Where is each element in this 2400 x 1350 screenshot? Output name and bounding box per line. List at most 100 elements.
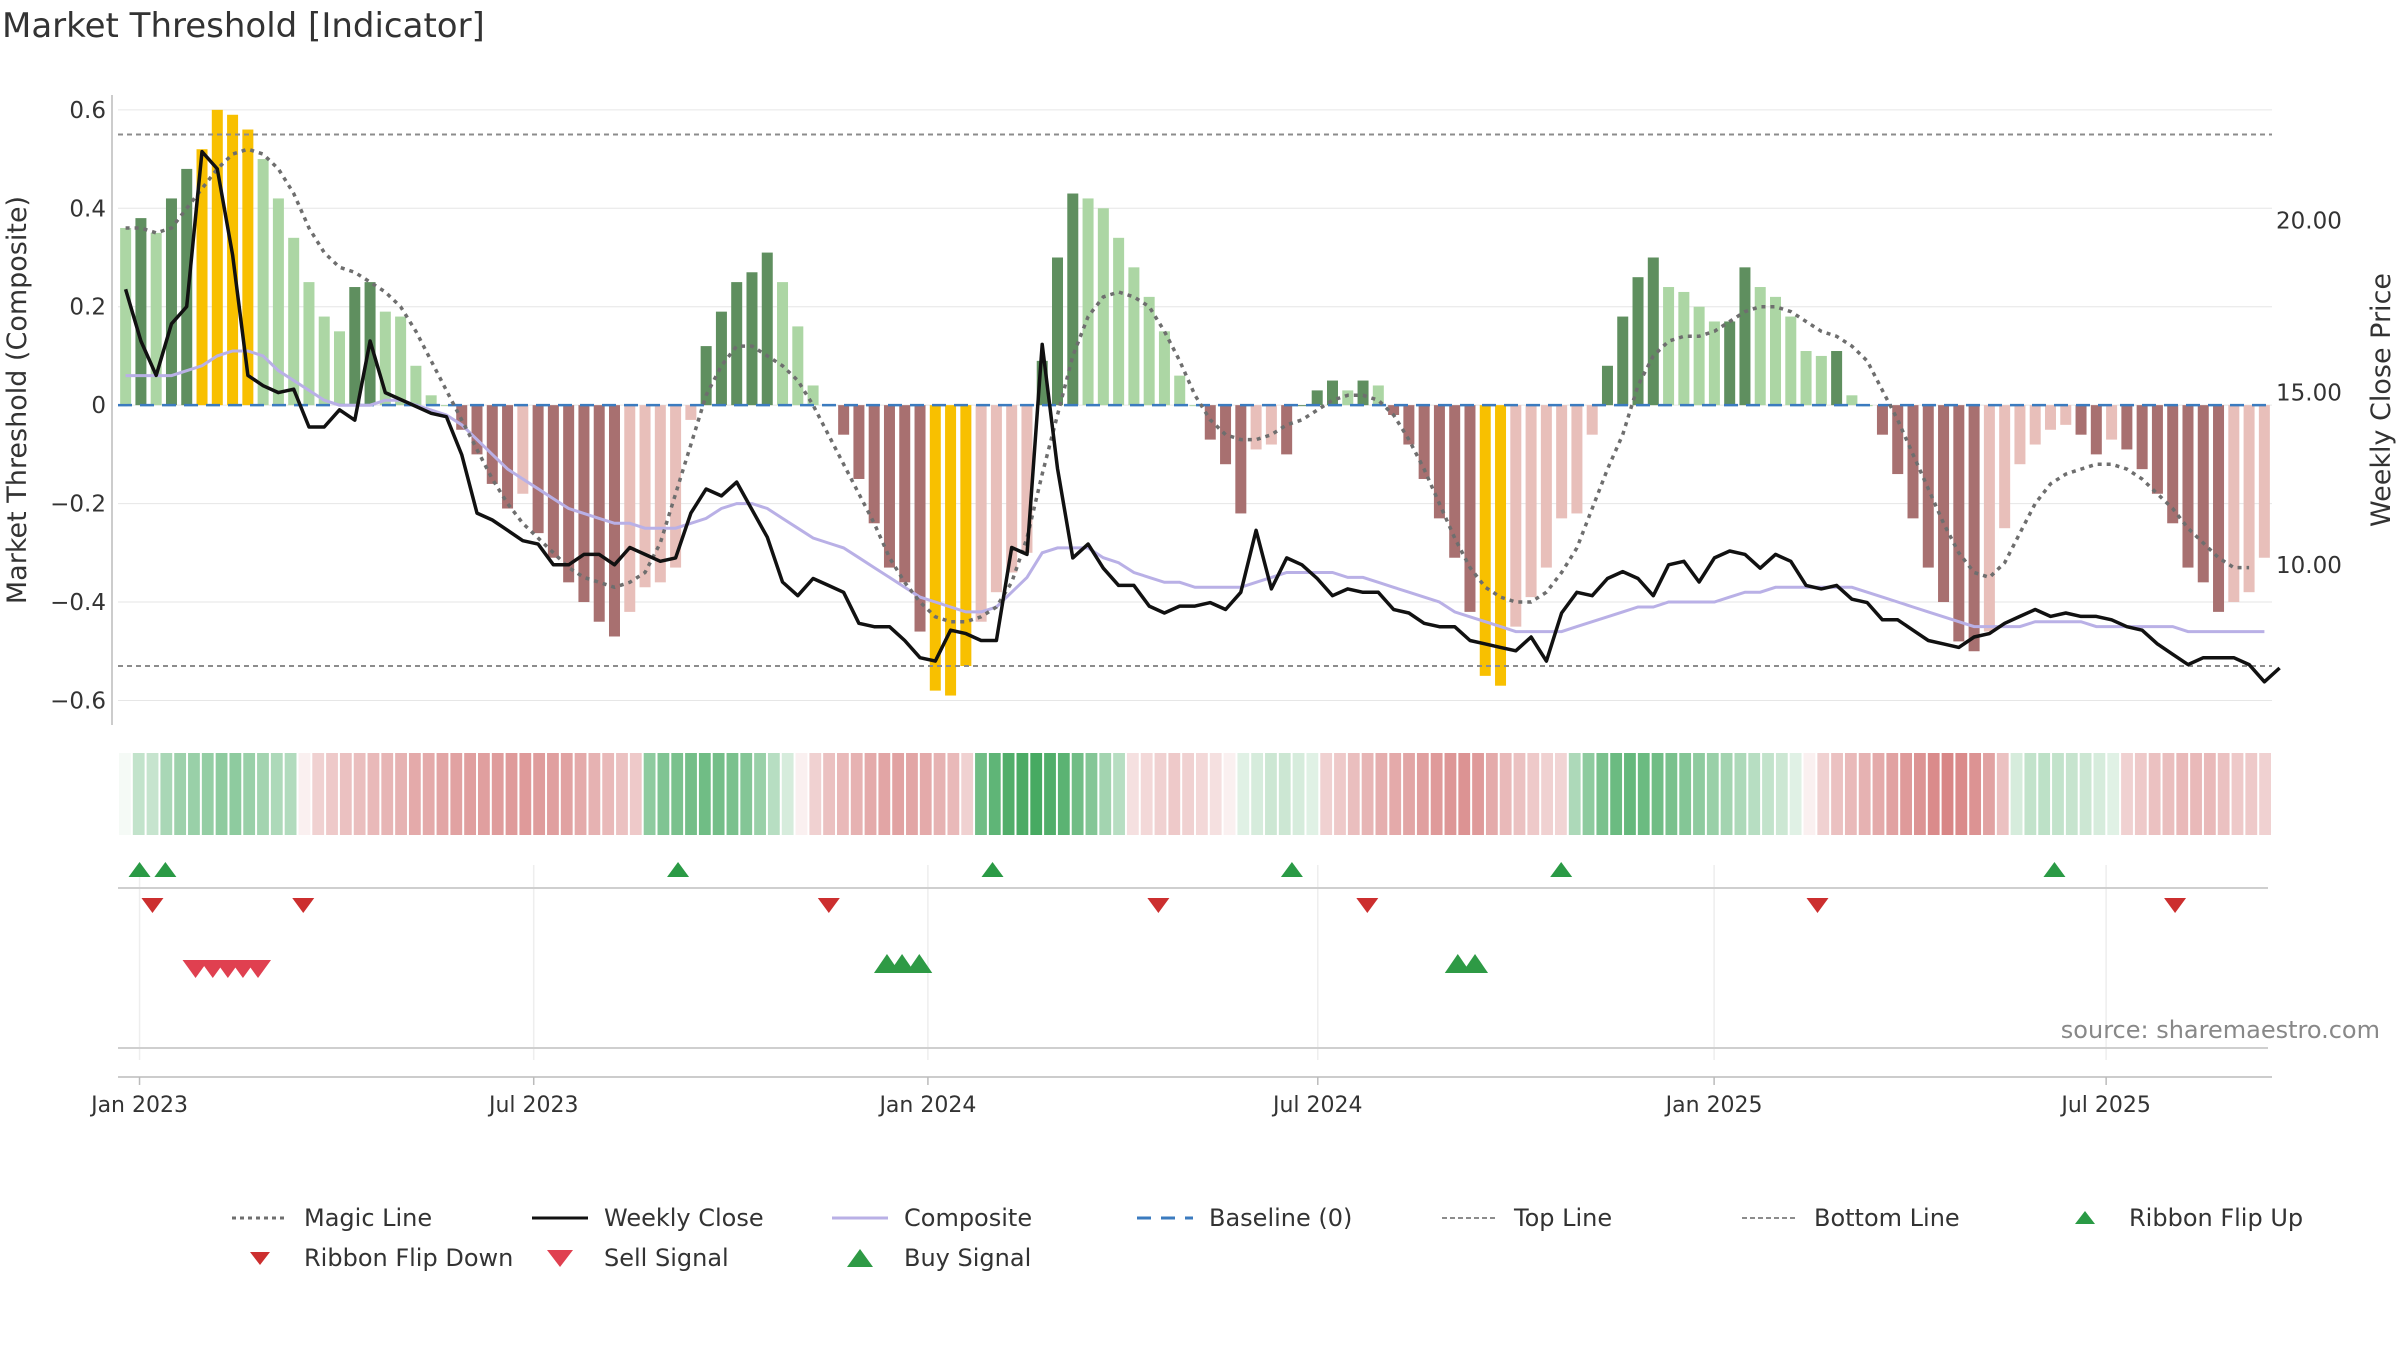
composite-bar xyxy=(379,311,391,406)
legend-item-weekly-close[interactable]: Weekly Close xyxy=(530,1198,764,1238)
ribbon-cell xyxy=(712,753,725,835)
composite-bar xyxy=(1479,405,1491,676)
legend-item-buy-signal[interactable]: Buy Signal xyxy=(830,1238,1031,1278)
ribbon-cell xyxy=(312,753,325,835)
composite-bar xyxy=(593,405,605,622)
ribbon-cell xyxy=(284,753,297,835)
composite-line xyxy=(125,349,2265,634)
ribbon-cell xyxy=(2134,753,2147,835)
left-tick-label: −0.6 xyxy=(50,688,106,714)
ribbon-cell xyxy=(1693,753,1705,835)
ribbon-cell xyxy=(450,753,463,835)
legend-item-ribbon-flip-down[interactable]: Ribbon Flip Down xyxy=(230,1238,513,1278)
composite-bar xyxy=(1082,198,1094,406)
ribbon-cell xyxy=(1955,753,1968,835)
ribbon-cell xyxy=(1555,753,1567,835)
ribbon-cell xyxy=(229,753,242,835)
signal-layer xyxy=(118,954,2268,1049)
composite-bar xyxy=(1953,405,1965,642)
ribbon-cell xyxy=(1927,753,1940,835)
composite-bar xyxy=(1174,375,1186,406)
ribbon-flip-down-marker xyxy=(1356,898,1379,913)
composite-bar xyxy=(1357,380,1369,406)
composite-bar xyxy=(334,331,346,406)
composite-bar xyxy=(975,405,987,622)
ribbon-cell xyxy=(1624,753,1636,835)
composite-bar xyxy=(1296,405,1308,407)
ribbon-cell xyxy=(119,753,131,835)
composite-bar xyxy=(532,405,544,534)
ribbon-cell xyxy=(2217,753,2230,835)
ribbon-cell xyxy=(1734,753,1747,835)
ribbon-cell xyxy=(1403,753,1415,835)
right-axis-label: Weekly Close Price xyxy=(2366,273,2397,527)
ribbon-cell xyxy=(547,753,559,835)
composite-bar xyxy=(1006,405,1018,573)
ribbon-cell xyxy=(1582,753,1595,835)
composite-bar xyxy=(639,405,651,588)
legend-item-top-line[interactable]: Top Line xyxy=(1440,1198,1612,1238)
ribbon-cell xyxy=(1748,753,1761,835)
ribbon-cell xyxy=(1278,753,1291,835)
composite-bar xyxy=(2213,405,2225,612)
legend-item-baseline[interactable]: Baseline (0) xyxy=(1135,1198,1352,1238)
composite-bar xyxy=(1754,287,1766,406)
ribbon-cell xyxy=(1803,753,1816,835)
ribbon-cell xyxy=(1306,753,1319,835)
left-tick-label: −0.4 xyxy=(50,590,106,616)
right-tick-label: 15.00 xyxy=(2276,381,2342,407)
sell-signal-marker xyxy=(245,960,272,978)
composite-bar xyxy=(517,405,529,494)
legend-item-magic-line[interactable]: Magic Line xyxy=(230,1198,432,1238)
legend-swatch-bottom-line xyxy=(1742,1217,1798,1219)
ribbon-flip-down-marker xyxy=(141,898,164,913)
composite-bar xyxy=(486,405,498,484)
ribbon-cell xyxy=(1389,753,1402,835)
ribbon-cell xyxy=(367,753,380,835)
legend-item-composite[interactable]: Composite xyxy=(830,1198,1032,1238)
ribbon-cell xyxy=(2065,753,2078,835)
composite-bar xyxy=(1800,351,1812,406)
composite-bar xyxy=(883,405,895,568)
ribbon-cell xyxy=(1637,753,1650,835)
ribbon-cell xyxy=(1679,753,1692,835)
legend-item-ribbon-flip-up[interactable]: Ribbon Flip Up xyxy=(2055,1198,2303,1238)
legend-swatch-marker xyxy=(2075,1211,2095,1224)
ribbon-cell xyxy=(1292,753,1305,835)
ribbon-cell xyxy=(533,753,546,835)
composite-bar xyxy=(288,237,300,406)
composite-bar xyxy=(196,149,208,406)
axes-layer: 0.6 0.4 0.2 0 −0.2 −0.4 −0.6 Market Threshold (… xyxy=(2,95,2397,725)
composite-bar xyxy=(2044,405,2056,430)
ribbon-cell xyxy=(988,753,1001,835)
ribbon-cell xyxy=(878,753,891,835)
chart-title: Market Threshold [Indicator] xyxy=(2,6,485,46)
ribbon-cell xyxy=(1762,753,1774,835)
composite-bar xyxy=(1739,267,1751,406)
composite-bar xyxy=(181,168,193,406)
composite-bar xyxy=(608,405,620,637)
composite-bar xyxy=(624,405,636,612)
composite-bar xyxy=(2029,405,2041,445)
composite-bar xyxy=(990,405,1002,593)
legend-item-bottom-line[interactable]: Bottom Line xyxy=(1740,1198,1960,1238)
ribbon-cell xyxy=(1472,753,1484,835)
ribbon-cell xyxy=(1223,753,1236,835)
ribbon-cell xyxy=(1071,753,1084,835)
legend-item-sell-signal[interactable]: Sell Signal xyxy=(530,1238,729,1278)
ribbon-cell xyxy=(298,753,311,835)
composite-bar xyxy=(1403,405,1415,445)
ribbon-cell xyxy=(1485,753,1498,835)
ribbon-cell xyxy=(422,753,435,835)
ribbon-cell xyxy=(243,753,256,835)
x-tick-label: Jul 2023 xyxy=(487,1093,579,1118)
composite-bar xyxy=(1433,405,1445,519)
ribbon-cell xyxy=(1265,753,1277,835)
composite-bar xyxy=(2106,405,2118,440)
ribbon-cell xyxy=(1320,753,1333,835)
legend-label: Buy Signal xyxy=(904,1244,1032,1272)
composite-bar xyxy=(2136,405,2148,470)
x-tick-label: Jul 2025 xyxy=(2059,1093,2151,1118)
composite-bar xyxy=(578,405,590,603)
composite-bar xyxy=(929,405,941,691)
